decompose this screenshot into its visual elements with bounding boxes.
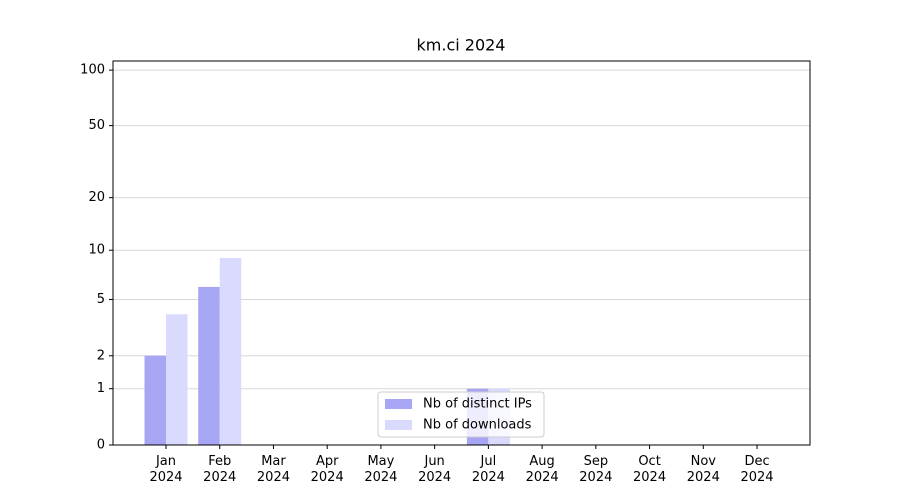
x-tick-label: Nov 2024 xyxy=(687,454,720,485)
legend-box xyxy=(377,391,545,438)
x-tick-label: Aug 2024 xyxy=(526,454,559,485)
y-tick-label: 0 xyxy=(97,438,105,453)
legend-label: Nb of downloads xyxy=(423,418,532,433)
y-tick-label: 50 xyxy=(88,118,105,133)
y-tick-label: 100 xyxy=(80,63,105,78)
legend-swatch xyxy=(385,420,412,430)
y-tick-label: 20 xyxy=(88,190,105,205)
bar xyxy=(144,355,166,445)
bar xyxy=(166,314,188,445)
x-tick-label: May 2024 xyxy=(364,454,397,485)
x-tick-label: Jan 2024 xyxy=(149,454,182,485)
legend-label: Nb of distinct IPs xyxy=(423,397,532,412)
x-tick-label: Jul 2024 xyxy=(472,454,505,485)
plot-frame xyxy=(112,60,811,446)
x-tick-label: Jun 2024 xyxy=(418,454,451,485)
chart-title: km.ci 2024 xyxy=(417,36,506,55)
x-tick-label: Sep 2024 xyxy=(579,454,612,485)
bar xyxy=(219,257,242,445)
y-tick-label: 1 xyxy=(97,381,105,396)
x-tick-label: Mar 2024 xyxy=(257,454,290,485)
x-tick-label: Apr 2024 xyxy=(311,454,344,485)
legend-swatch xyxy=(385,399,412,409)
y-tick-label: 5 xyxy=(97,292,105,307)
bar xyxy=(198,286,220,445)
y-tick-label: 2 xyxy=(97,348,105,363)
x-tick-label: Dec 2024 xyxy=(740,454,773,485)
x-tick-label: Feb 2024 xyxy=(203,454,236,485)
x-tick-label: Oct 2024 xyxy=(633,454,666,485)
y-tick-label: 10 xyxy=(88,243,105,258)
